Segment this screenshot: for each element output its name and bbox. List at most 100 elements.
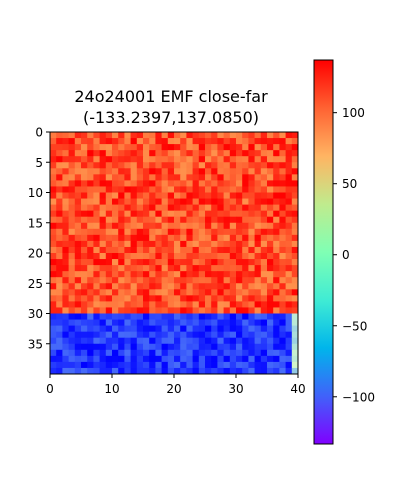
- heatmap-cell: [112, 331, 119, 339]
- heatmap-cell: [56, 343, 63, 351]
- heatmap-cell: [217, 253, 224, 260]
- heatmap-cell: [174, 289, 181, 296]
- heatmap-cell: [74, 283, 82, 290]
- heatmap-cell: [93, 156, 100, 163]
- heatmap-cell: [223, 132, 231, 139]
- heatmap-cell: [167, 228, 175, 236]
- heatmap-cell: [118, 144, 125, 151]
- heatmap-cell: [186, 289, 193, 296]
- heatmap-cell: [62, 301, 69, 308]
- heatmap-cell: [50, 283, 57, 290]
- heatmap-cell: [124, 307, 131, 314]
- heatmap-cell: [161, 253, 169, 260]
- heatmap-cell: [56, 168, 63, 175]
- heatmap-cell: [149, 295, 156, 302]
- heatmap-cell: [155, 349, 162, 357]
- heatmap-cell: [217, 186, 224, 193]
- heatmap-cell: [87, 198, 94, 205]
- heatmap-cell: [105, 319, 113, 326]
- heatmap-cell: [136, 174, 144, 181]
- heatmap-cell: [56, 319, 63, 326]
- heatmap-cell: [254, 216, 262, 224]
- heatmap-cell: [99, 295, 107, 302]
- heatmap-cell: [186, 337, 193, 345]
- heatmap-cell: [149, 361, 156, 369]
- heatmap-cell: [167, 156, 175, 163]
- heatmap-cell: [260, 150, 268, 157]
- heatmap-cell: [93, 367, 100, 375]
- heatmap-cell: [260, 132, 268, 139]
- heatmap-cell: [192, 313, 200, 320]
- heatmap-cell: [112, 307, 119, 314]
- heatmap-cell: [87, 228, 94, 236]
- heatmap-cell: [87, 289, 94, 296]
- heatmap-cell: [174, 192, 181, 199]
- heatmap-cell: [155, 301, 162, 308]
- heatmap-cell: [87, 277, 94, 284]
- heatmap-cell: [260, 277, 268, 284]
- heatmap-cell: [130, 216, 138, 224]
- heatmap-cell: [260, 259, 268, 266]
- heatmap-cell: [143, 289, 150, 296]
- heatmap-cell: [285, 289, 293, 296]
- heatmap-cell: [118, 186, 125, 193]
- heatmap-cell: [130, 156, 138, 163]
- heatmap-cell: [99, 265, 107, 272]
- heatmap-cell: [62, 204, 69, 212]
- heatmap-cell: [56, 228, 63, 236]
- heatmap-cell: [161, 325, 169, 333]
- heatmap-cell: [236, 361, 243, 369]
- heatmap-cell: [87, 349, 94, 357]
- heatmap-cell: [186, 343, 193, 351]
- heatmap-cell: [242, 331, 249, 339]
- heatmap-cell: [211, 138, 218, 145]
- heatmap-cell: [273, 132, 280, 139]
- heatmap-cell: [130, 168, 138, 175]
- heatmap-cell: [56, 162, 63, 169]
- heatmap-cell: [136, 234, 144, 242]
- heatmap-cell: [50, 234, 57, 242]
- heatmap-cell: [112, 355, 119, 363]
- heatmap-cell: [155, 150, 162, 157]
- heatmap-cell: [254, 253, 262, 260]
- heatmap-cell: [56, 144, 63, 151]
- heatmap-cell: [279, 228, 286, 236]
- heatmap-cell: [68, 265, 76, 272]
- heatmap-cell: [180, 138, 187, 145]
- heatmap-cell: [50, 367, 57, 375]
- heatmap-cell: [167, 210, 175, 218]
- heatmap-cell: [236, 228, 243, 236]
- heatmap-cell: [180, 240, 187, 248]
- heatmap-cell: [112, 234, 119, 242]
- heatmap-cell: [112, 313, 119, 320]
- heatmap-cell: [223, 355, 231, 363]
- heatmap-cell: [211, 210, 218, 218]
- heatmap-cell: [87, 192, 94, 199]
- heatmap-cell: [68, 295, 76, 302]
- heatmap-cell: [136, 349, 144, 357]
- heatmap-cell: [260, 156, 268, 163]
- heatmap-cell: [223, 325, 231, 333]
- heatmap-cell: [229, 271, 237, 278]
- heatmap-cell: [81, 253, 88, 260]
- heatmap-cell: [291, 349, 299, 357]
- heatmap-cell: [74, 162, 82, 169]
- heatmap-cell: [105, 343, 113, 351]
- heatmap-cell: [174, 234, 181, 242]
- heatmap-cell: [81, 222, 88, 230]
- heatmap-cell: [155, 253, 162, 260]
- heatmap-cell: [254, 150, 262, 157]
- heatmap-cell: [74, 138, 82, 145]
- heatmap-cell: [124, 240, 131, 248]
- heatmap-cell: [211, 222, 218, 230]
- heatmap-cell: [62, 186, 69, 193]
- heatmap-cell: [279, 331, 286, 339]
- heatmap-cell: [161, 186, 169, 193]
- heatmap-cell: [248, 313, 255, 320]
- heatmap-cell: [74, 277, 82, 284]
- heatmap-cell: [174, 138, 181, 145]
- heatmap-cell: [112, 180, 119, 187]
- heatmap-cell: [62, 307, 69, 314]
- heatmap-cell: [105, 192, 113, 199]
- heatmap-cell: [112, 277, 119, 284]
